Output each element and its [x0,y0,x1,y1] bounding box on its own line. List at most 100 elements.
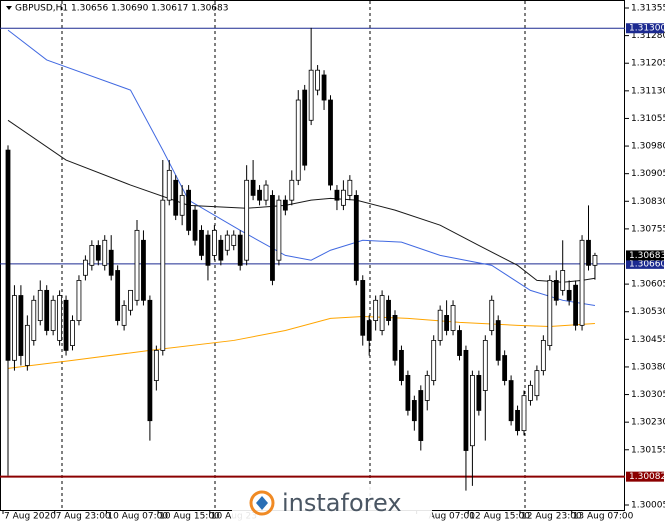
moving-average [7,316,595,369]
candle-body [495,320,501,361]
y-tick-label: 1.31055 [631,114,665,124]
symbol-arrow [6,6,12,10]
candle-body [586,239,591,266]
candle-body [547,280,553,346]
candle-body [353,194,359,281]
candle-body [141,239,146,301]
candle-body [450,305,456,331]
candle-body [399,349,404,381]
y-tick-label: 1.31355 [631,4,665,14]
candle-body [108,249,114,276]
candle-body [63,299,69,351]
candle-body [424,375,430,401]
level-label: 1.30660 [629,259,665,269]
y-tick-label: 1.30455 [631,335,665,345]
candle-body [482,340,488,391]
candle-body [134,229,140,301]
candle-body [231,234,237,246]
candle-body [373,299,379,321]
y-tick-label: 1.30230 [631,418,665,428]
x-tick-label: 13 Aug 07:00 [573,512,634,522]
logo-mark [256,496,268,510]
candle-body [573,284,578,326]
y-tick-label: 1.30530 [631,307,665,317]
candle-body [302,89,308,166]
candles [5,27,598,491]
x-tick-label: 10 Aug 07:00 [107,512,168,522]
candle-body [328,99,333,186]
candle-body [218,239,224,261]
candle-body [579,239,585,326]
candle-body [76,280,82,321]
y-tick-label: 1.30830 [631,197,665,207]
candle-body [502,355,508,381]
moving-average [7,29,596,306]
watermark: instaforex [232,485,432,523]
candle-body [276,199,282,261]
x-tick-label: Aug 07:00 [429,512,476,522]
y-tick-label: 1.30905 [631,169,665,179]
chart-title: GBPUSD,H1 1.30656 1.30690 1.30617 1.3068… [15,4,228,14]
candle-body [18,295,24,356]
x-tick-label: 7 Aug 2020 [4,512,56,522]
candle-body [270,194,275,281]
candle-body [392,315,398,361]
level-tag [626,471,664,482]
candle-body [263,184,269,201]
candle-body [444,315,450,331]
candle-body [257,189,262,201]
y-tick-label: 1.31280 [631,31,665,41]
candle-body [37,289,43,321]
candle-body [102,239,108,266]
watermark-text: instaforex [282,489,402,517]
candle-body [89,245,95,266]
candle-body [521,395,527,432]
candle-body [295,99,301,181]
candle-body [282,199,288,211]
candle-body [50,299,56,331]
candle-body [160,199,166,351]
candle-body [418,390,424,441]
candle-body [566,289,572,301]
candle-body [476,375,482,411]
level-tag [626,23,664,34]
candle-body [315,69,321,91]
candle-body [224,234,230,251]
candle-body [386,299,391,321]
candle-body [115,270,121,321]
candle-body [83,259,88,276]
level-tag [626,258,664,269]
candle-body [560,270,566,291]
candle-body [540,340,546,372]
candle-body [179,194,185,216]
candle-body [173,179,179,216]
candle-body [24,324,30,366]
candle-body [237,234,243,266]
candle-body [199,229,204,256]
candle-body [95,245,101,261]
candle-body [592,254,598,266]
candle-body [489,299,495,331]
candle-body [334,189,340,201]
x-tick-label: 12 Aug 23:00 [521,512,582,522]
candle-body [366,320,372,341]
candle-body [121,305,127,326]
price-label: 1.30683 [629,251,665,261]
candle-body [379,295,385,331]
level-label: 1.31300 [629,24,665,34]
y-tick-label: 1.31130 [631,86,665,96]
candle-body [192,209,198,241]
candle-body [211,229,217,256]
candle-body [515,409,520,432]
candle-body [12,295,17,361]
candle-body [405,375,411,411]
candle-body [153,349,159,381]
level-label: 1.30082 [629,472,665,482]
candle-body [5,149,11,361]
candle-body [340,189,346,206]
candle-body [553,280,559,301]
x-tick-label: 7 Aug 23:00 [56,512,111,522]
y-tick-label: 1.30980 [631,142,665,152]
y-tick-label: 1.30755 [631,224,665,234]
candle-body [186,189,192,231]
